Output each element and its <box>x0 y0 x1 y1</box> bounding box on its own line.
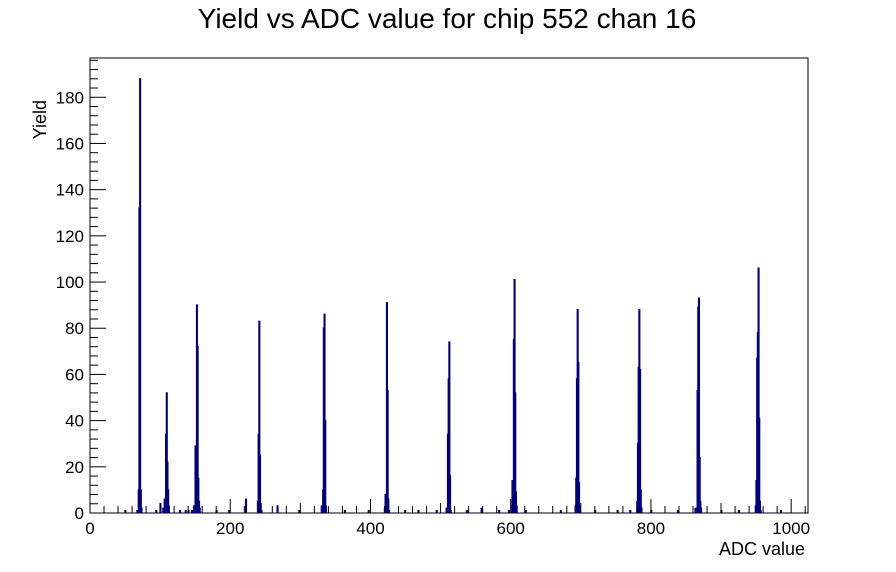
x-tick-label: 400 <box>356 519 384 538</box>
x-tick-label: 200 <box>216 519 244 538</box>
y-tick-label: 160 <box>56 134 84 153</box>
histogram-bin <box>197 500 201 513</box>
histogram-bin <box>465 509 468 513</box>
histogram-bin <box>700 507 703 513</box>
histogram-bin <box>515 505 518 513</box>
histogram-bars <box>124 78 783 513</box>
histogram-bin <box>445 507 448 513</box>
histogram-bin <box>507 509 511 513</box>
histogram-bin <box>155 509 158 513</box>
histogram-bin <box>260 509 263 513</box>
y-tick-label: 140 <box>56 181 84 200</box>
histogram-bin <box>324 505 327 513</box>
histogram-bin <box>190 509 194 513</box>
histogram-bin <box>758 500 762 513</box>
histogram-bin <box>639 369 642 513</box>
histogram-bin <box>162 507 165 513</box>
histogram-bin <box>258 320 261 513</box>
histogram-bin <box>386 389 389 513</box>
histogram-bin <box>514 392 517 513</box>
chart-title: Yield vs ADC value for chip 552 chan 16 <box>198 3 697 34</box>
histogram-bin <box>139 78 142 513</box>
histogram-bin <box>387 509 391 513</box>
histogram-bin <box>577 362 580 513</box>
histogram-bin <box>737 509 740 513</box>
histogram-bin <box>320 505 323 513</box>
histogram-bin <box>639 489 642 513</box>
histogram-bin <box>323 313 326 513</box>
histogram-bin <box>244 498 248 513</box>
x-tick-label: 800 <box>637 519 665 538</box>
histogram-bin <box>779 509 783 513</box>
axes: 0 200 400 600 800 1000 0 20 40 60 80 100 120 140 160 18… <box>56 59 810 538</box>
histogram-bin <box>324 419 327 513</box>
histogram-bin <box>196 346 199 513</box>
histogram-bin <box>559 509 562 513</box>
histogram-bin <box>343 509 346 513</box>
histogram-bin <box>259 503 262 513</box>
x-tick-label: 600 <box>497 519 525 538</box>
histogram-bin <box>124 509 127 513</box>
histogram-bin <box>759 509 762 513</box>
histogram-bin <box>524 509 527 513</box>
histogram-bin <box>198 507 201 513</box>
histogram-bin <box>629 509 632 513</box>
histogram-bin <box>616 509 619 513</box>
histogram-bin <box>258 454 262 513</box>
histogram-bin <box>676 509 679 513</box>
histogram-bin <box>384 493 387 513</box>
histogram-bin <box>699 500 702 513</box>
histogram-bin <box>758 417 761 513</box>
histogram-bin <box>166 461 169 513</box>
histogram-bin <box>167 505 170 513</box>
y-tick-label: 40 <box>65 412 84 431</box>
y-tick-label: 120 <box>56 227 84 246</box>
x-axis-label: ADC value <box>719 539 805 559</box>
x-tick-label: 1000 <box>772 519 810 538</box>
histogram-bin <box>163 498 166 513</box>
histogram-bin <box>511 479 514 513</box>
histogram-bin <box>578 482 581 513</box>
histogram-bin <box>387 498 390 513</box>
histogram-bin <box>179 509 182 513</box>
histogram-bin <box>757 267 760 513</box>
histogram-bin <box>578 505 581 513</box>
histogram-bin <box>194 445 197 513</box>
histogram-bin <box>276 505 279 513</box>
histogram-bin <box>435 509 438 513</box>
histogram-bin <box>449 475 452 513</box>
histogram-bin <box>136 509 139 513</box>
histogram-bin <box>367 509 370 513</box>
histogram-bin <box>298 509 301 513</box>
histogram-bin <box>417 509 420 513</box>
y-tick-label: 180 <box>56 88 84 107</box>
histogram-bin <box>167 489 170 513</box>
y-tick-label: 100 <box>56 273 84 292</box>
y-tick-label: 80 <box>65 319 84 338</box>
y-tick-label: 20 <box>65 458 84 477</box>
histogram-bin <box>698 456 701 513</box>
y-axis-label: Yield <box>30 100 50 139</box>
histogram-bin <box>404 509 407 513</box>
histogram-bin <box>449 509 452 513</box>
histogram-bin <box>140 507 143 513</box>
y-tick-label: 0 <box>75 504 84 523</box>
x-tick-label: 0 <box>85 519 94 538</box>
histogram-bin <box>165 392 168 513</box>
histogram-bin <box>193 505 196 513</box>
histogram-bin <box>184 509 187 513</box>
histogram-bin <box>640 507 643 513</box>
histogram-bin <box>448 341 451 513</box>
histogram-bin <box>480 507 483 513</box>
histogram-bin <box>694 507 697 513</box>
y-tick-label: 60 <box>65 365 84 384</box>
histogram-bin <box>197 477 200 513</box>
histogram-bin <box>514 491 518 513</box>
histogram-bin <box>139 489 142 513</box>
histogram-bin <box>228 509 231 513</box>
histogram-bin <box>697 297 701 513</box>
histogram-bin <box>498 509 501 513</box>
